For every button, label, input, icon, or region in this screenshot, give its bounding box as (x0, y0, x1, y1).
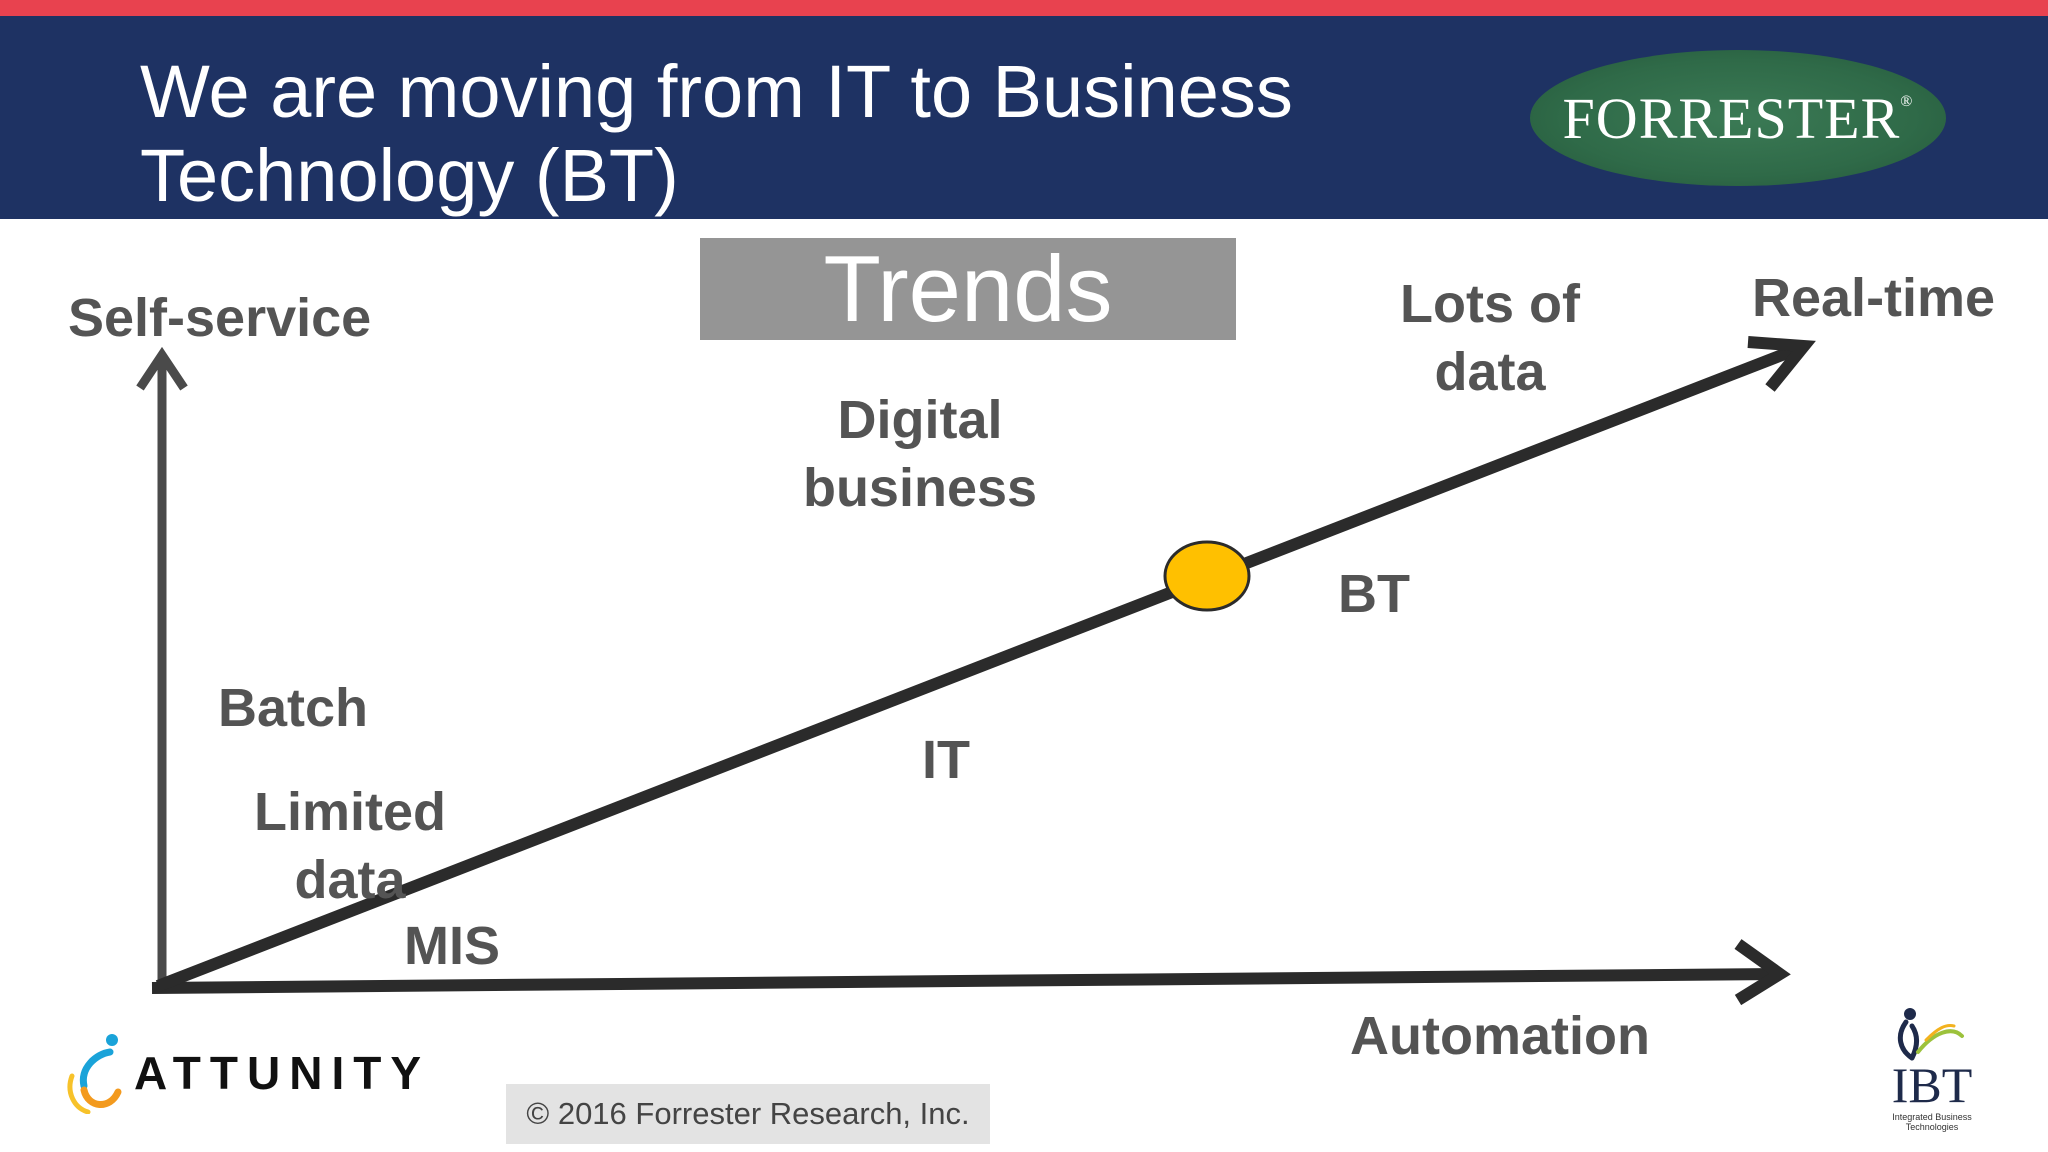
forrester-logo: FORRESTER® (1530, 50, 1946, 186)
ibt-logo (1897, 1008, 1964, 1061)
forrester-logo-text: FORRESTER® (1562, 85, 1914, 151)
ibt-logo-swoosh-2 (1924, 1024, 1956, 1042)
slide-title: We are moving from IT to Business Techno… (140, 50, 1440, 218)
x-axis-arrowhead (1734, 939, 1791, 1006)
lots-of-data-label: Lots of data (1400, 274, 1580, 402)
limited-data-label: Limited data (253, 782, 446, 910)
attunity-logo-dot (106, 1034, 118, 1046)
ibt-wordmark: IBT (1891, 1057, 1973, 1113)
slide-title-line1: We are moving from IT to Business (140, 50, 1293, 133)
trends-label: Trends (700, 238, 1236, 340)
bt-label: BT (1338, 564, 1410, 624)
real-time-label: Real-time (1752, 268, 1996, 328)
batch-label: Batch (218, 678, 369, 738)
attunity-logo (67, 1034, 122, 1114)
attunity-logo-swirl-yellow (67, 1073, 91, 1114)
attunity-logo-swirl-blue (79, 1048, 114, 1090)
top-accent-strip (0, 0, 2048, 16)
mis-label: MIS (404, 916, 501, 976)
attunity-wordmark: ATTUNITY (134, 1047, 431, 1099)
ibt-logo-swoosh (1916, 1029, 1964, 1054)
copyright-notice: © 2016 Forrester Research, Inc. (506, 1084, 990, 1144)
it-label: IT (922, 730, 970, 790)
attunity-logo-swirl-orange (80, 1086, 122, 1108)
trend-arrow (155, 342, 1803, 992)
trend-arrowhead (1747, 336, 1816, 392)
x-axis-label: Automation (1350, 1006, 1650, 1066)
y-axis-label: Self-service (68, 288, 372, 348)
digital-business-label: Digital business (802, 390, 1038, 518)
y-axis-arrowhead (136, 346, 188, 391)
ibt-tagline: Integrated Business Technologies (1892, 1112, 1972, 1132)
current-position-marker (1163, 540, 1251, 612)
x-axis-arrow (151, 968, 1779, 994)
ibt-logo-head (1904, 1008, 1916, 1020)
ibt-logo-figure (1897, 1019, 1920, 1061)
slide-title-line2: Technology (BT) (140, 134, 679, 217)
